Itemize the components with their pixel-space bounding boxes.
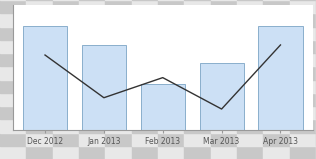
- Bar: [258, 26, 302, 130]
- Bar: [23, 26, 67, 130]
- Bar: [199, 62, 244, 130]
- Bar: [82, 45, 126, 130]
- Bar: [141, 84, 185, 130]
